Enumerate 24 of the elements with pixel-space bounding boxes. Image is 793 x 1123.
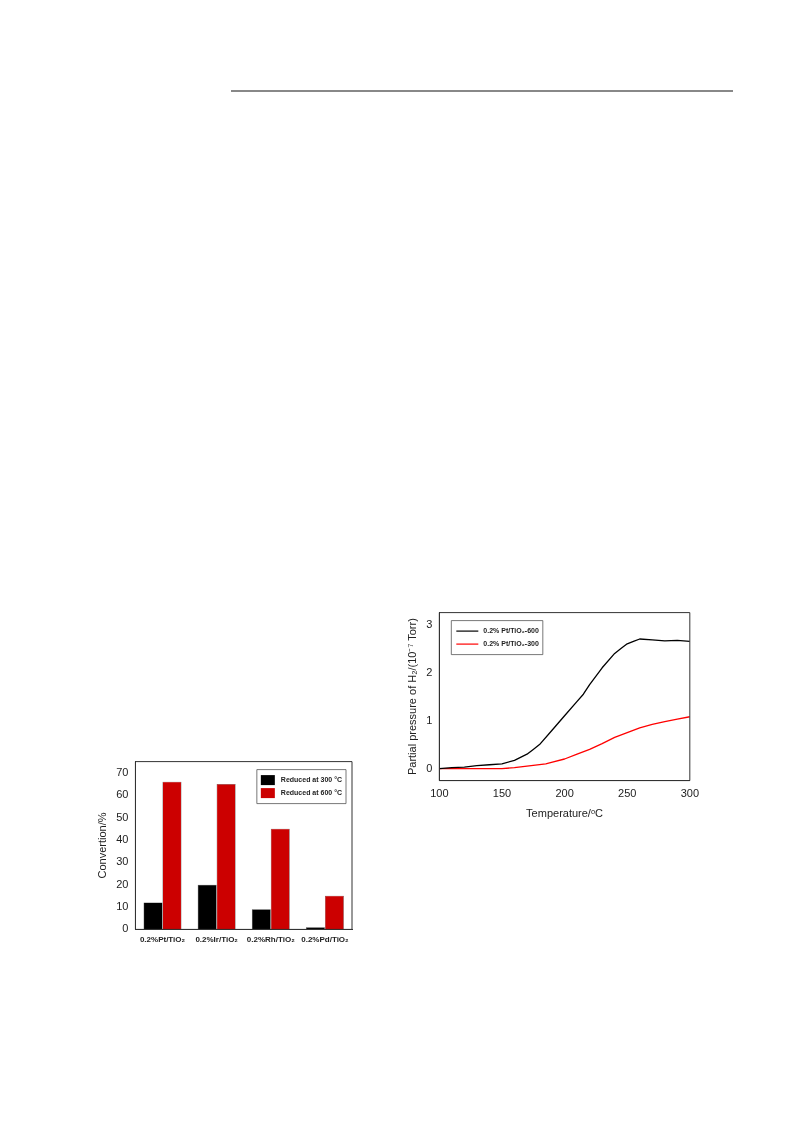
x-tick-label: 150 [492, 787, 512, 800]
x-axis-title: Temperature/ᵒC [526, 807, 604, 820]
y-tick-label: 3 [426, 617, 433, 630]
x-tick-label: 250 [618, 787, 637, 800]
y-tick-label: 10 [116, 900, 129, 913]
x-tick-label: 0.2%Pd/TiO₂ [301, 935, 350, 945]
x-tick-label: 0.2%Rh/TiO₂ [246, 935, 296, 945]
x-tick-label: 0.2%Pt/TiO₂ [139, 935, 186, 945]
y-axis-title: Partial pressure of H₂/(10⁻⁷ Torr) [405, 618, 418, 776]
x-tick-label: 300 [680, 787, 699, 800]
y-tick-label: 1 [426, 713, 433, 726]
y-tick-label: 0 [426, 761, 433, 774]
x-tick-label: 100 [430, 787, 449, 800]
y-tick-label: 30 [116, 855, 129, 868]
y-axis-title: Convertion/% [95, 812, 108, 879]
x-tick-label: 0.2%Ir/TiO₂ [195, 935, 239, 945]
y-tick-label: 20 [116, 877, 129, 890]
y-tick-label: 50 [116, 810, 129, 823]
y-tick-label: 70 [116, 765, 129, 778]
y-tick-label: 2 [426, 665, 433, 678]
y-tick-label: 0 [122, 922, 129, 935]
y-tick-label: 60 [116, 788, 129, 801]
x-tick-label: 200 [555, 787, 574, 800]
y-tick-label: 40 [116, 832, 129, 845]
